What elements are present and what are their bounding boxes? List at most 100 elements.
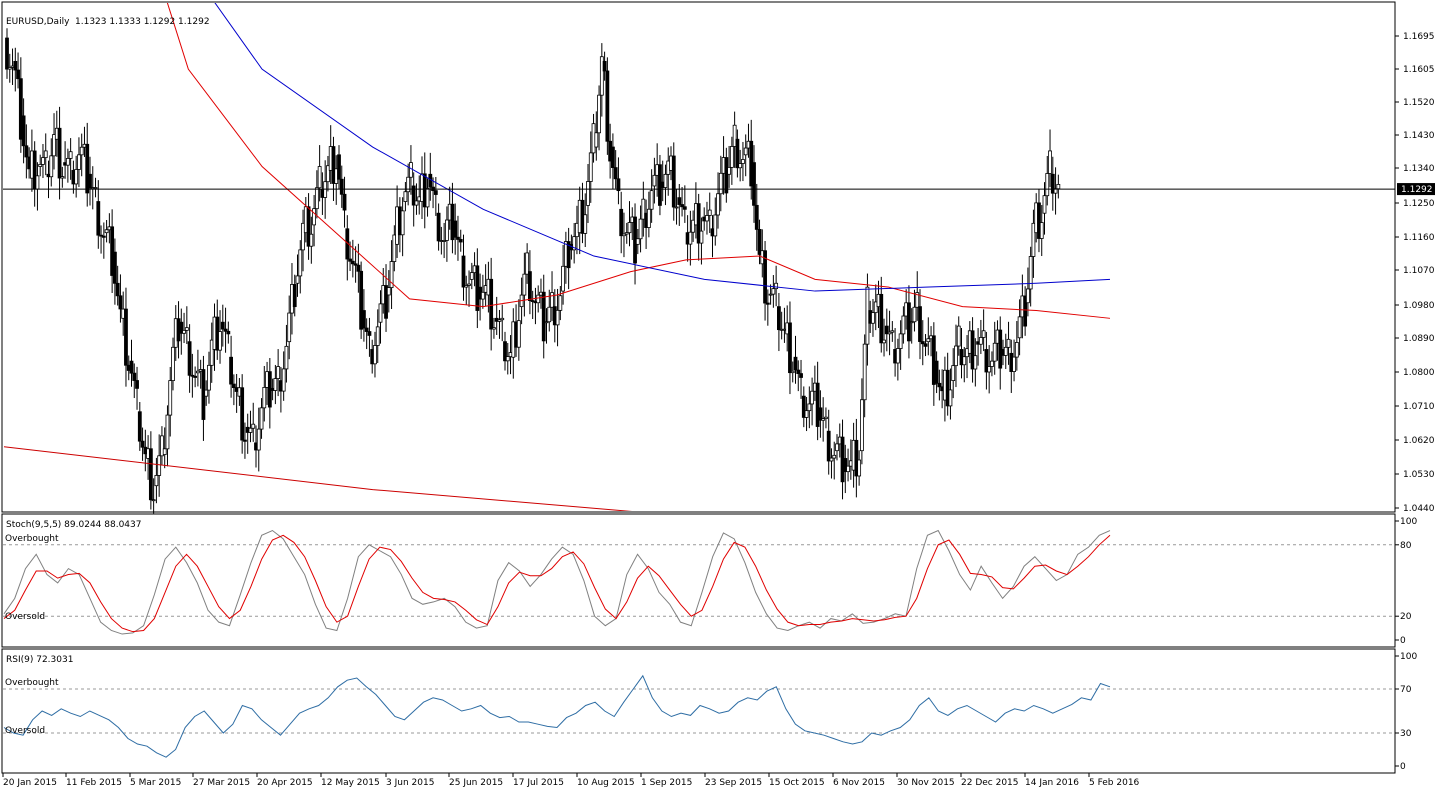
stoch-tick-label: 100 bbox=[1400, 517, 1417, 527]
candle-bull bbox=[1028, 256, 1033, 290]
candle-bear bbox=[16, 69, 20, 80]
candle-bear bbox=[364, 327, 369, 332]
candle-bull bbox=[732, 124, 737, 147]
candle-bear bbox=[118, 295, 123, 310]
price-tick-label: 1.0980 bbox=[1403, 301, 1435, 311]
candle-bear bbox=[342, 193, 347, 211]
candle-bull bbox=[729, 146, 734, 168]
price-tick-label: 1.1160 bbox=[1403, 233, 1435, 243]
candle-bull bbox=[807, 403, 812, 412]
candle-bull bbox=[588, 152, 593, 182]
date-tick-label: 23 Sep 2015 bbox=[705, 778, 762, 788]
candle-bull bbox=[93, 187, 98, 189]
candle-bear bbox=[530, 300, 535, 302]
candle-bear bbox=[96, 201, 101, 236]
rsi-tick-label: 0 bbox=[1400, 762, 1406, 772]
candle-bull bbox=[392, 234, 397, 262]
candle-bear bbox=[24, 145, 29, 158]
candle-bull bbox=[718, 172, 723, 195]
candle-bull bbox=[857, 459, 862, 477]
date-tick-label: 10 Aug 2015 bbox=[577, 778, 635, 788]
date-tick-label: 22 Dec 2015 bbox=[961, 778, 1019, 788]
candle-bear bbox=[602, 60, 607, 72]
candle-bull bbox=[915, 292, 920, 308]
price-tick-label: 1.0620 bbox=[1403, 436, 1435, 446]
candle-bear bbox=[818, 407, 823, 421]
candle-bull bbox=[414, 200, 419, 206]
candle-bear bbox=[353, 263, 358, 266]
candles bbox=[5, 28, 1061, 514]
candle-bull bbox=[987, 366, 992, 373]
candle-bear bbox=[619, 208, 624, 237]
candle-bull bbox=[251, 423, 256, 429]
date-tick-label: 20 Jan 2015 bbox=[3, 778, 57, 788]
date-tick-label: 5 Mar 2015 bbox=[130, 778, 181, 788]
candle-bull bbox=[281, 368, 286, 392]
candle-bear bbox=[566, 241, 571, 269]
candle-bull bbox=[835, 443, 839, 452]
candle-bull bbox=[743, 147, 748, 156]
candle-bull bbox=[771, 288, 776, 295]
candle-bull bbox=[898, 333, 903, 349]
candle-bull bbox=[79, 146, 84, 156]
candle-bull bbox=[312, 208, 317, 226]
candle-bull bbox=[550, 292, 554, 308]
date-tick-label: 12 May 2015 bbox=[321, 778, 380, 788]
candle-bull bbox=[973, 355, 978, 370]
candle-bear bbox=[411, 185, 416, 206]
candle-bear bbox=[765, 302, 770, 305]
candle-bull bbox=[572, 236, 577, 251]
candle-bear bbox=[240, 387, 245, 441]
rsi-panel-frame bbox=[1, 648, 1396, 774]
candle-bear bbox=[970, 330, 975, 370]
candle-bear bbox=[801, 395, 806, 418]
rsi-tick-label: 70 bbox=[1400, 685, 1412, 695]
stoch-main-line bbox=[3, 529, 1111, 635]
candle-bear bbox=[113, 251, 117, 284]
candle-bear bbox=[148, 448, 153, 501]
candle-bull bbox=[151, 499, 156, 502]
price-tick-label: 1.1520 bbox=[1403, 98, 1435, 108]
date-tick-label: 6 Nov 2015 bbox=[833, 778, 885, 788]
candle-bull bbox=[713, 214, 718, 237]
rsi-tick-label: 30 bbox=[1400, 729, 1412, 739]
candle-bull bbox=[314, 187, 319, 210]
candle-bear bbox=[132, 372, 137, 381]
candle-bull bbox=[829, 457, 834, 462]
date-tick-label: 14 Jan 2016 bbox=[1025, 778, 1079, 788]
candle-bull bbox=[810, 390, 814, 405]
candle-bull bbox=[768, 293, 773, 296]
price-tick-label: 1.1340 bbox=[1403, 164, 1435, 174]
candle-bull bbox=[558, 295, 563, 311]
candle-bull bbox=[583, 214, 588, 234]
stoch-overbought-label: Overbought bbox=[5, 534, 59, 544]
stoch-oversold-label: Oversold bbox=[5, 612, 45, 622]
candle-bull bbox=[821, 418, 826, 421]
candle-bull bbox=[790, 370, 795, 374]
candle-bull bbox=[599, 56, 604, 96]
candle-bear bbox=[757, 229, 762, 255]
price-tick-label: 1.0800 bbox=[1403, 368, 1435, 378]
candle-bull bbox=[467, 283, 471, 286]
price-tick-label: 1.0530 bbox=[1403, 470, 1435, 480]
candle-bear bbox=[796, 369, 801, 374]
candle-bull bbox=[1048, 150, 1052, 174]
price-tick-label: 1.1430 bbox=[1403, 131, 1435, 141]
candle-bull bbox=[425, 187, 430, 208]
rsi-overbought-label: Overbought bbox=[5, 678, 59, 688]
candle-bull bbox=[741, 159, 745, 164]
candle-bull bbox=[317, 166, 322, 189]
candle-bear bbox=[815, 382, 820, 427]
candle-bull bbox=[400, 210, 405, 236]
ma_fast-line bbox=[166, 3, 1111, 319]
candle-bull bbox=[516, 320, 521, 348]
candle-bull bbox=[547, 306, 552, 323]
candle-bear bbox=[359, 270, 364, 330]
candle-bull bbox=[860, 399, 864, 452]
price-tick-label: 1.1250 bbox=[1403, 199, 1435, 209]
candle-bear bbox=[57, 127, 62, 179]
candle-bear bbox=[671, 155, 676, 208]
date-tick-label: 17 Jul 2015 bbox=[513, 778, 564, 788]
ohlc-header: 1.1323 1.1333 1.1292 1.1292 bbox=[75, 17, 210, 27]
